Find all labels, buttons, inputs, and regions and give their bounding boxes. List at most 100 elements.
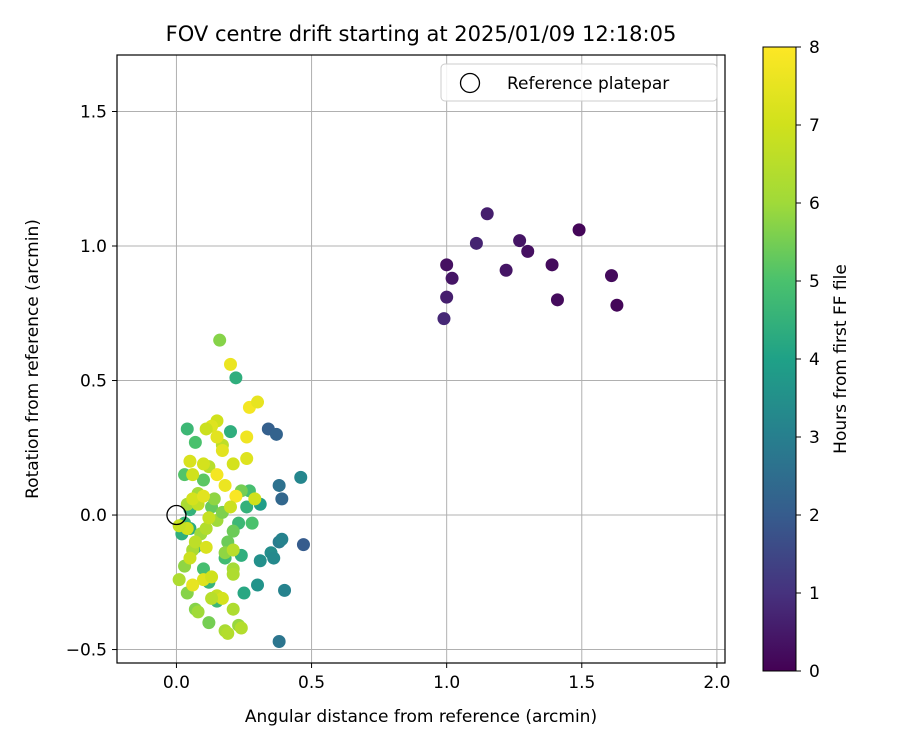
data-point (215, 591, 229, 605)
x-tick-label: 1.0 (433, 673, 460, 693)
x-axis-ticks: 0.0 0.5 1.0 1.5 2.0 (163, 663, 730, 693)
data-points (166, 207, 624, 648)
colorbar-label: Hours from first FF file (831, 264, 851, 454)
data-point (210, 468, 224, 482)
data-point (237, 586, 251, 600)
data-point (240, 500, 254, 514)
data-point (269, 427, 283, 441)
data-point (183, 551, 197, 565)
x-tick-label: 1.5 (568, 673, 595, 693)
colorbar-tick-label: 3 (809, 428, 820, 448)
data-point (440, 258, 454, 272)
y-tick-label: −0.5 (66, 641, 107, 661)
data-point (545, 258, 559, 272)
data-point (218, 478, 232, 492)
data-point (188, 535, 202, 549)
data-point (226, 567, 240, 581)
data-point (210, 430, 224, 444)
data-point (234, 621, 248, 635)
data-point (199, 540, 213, 554)
data-point (196, 562, 210, 576)
y-axis-label: Rotation from reference (arcmin) (23, 219, 43, 499)
data-point (253, 554, 267, 568)
data-point (240, 430, 254, 444)
data-point (499, 263, 513, 277)
data-point (469, 236, 483, 250)
data-point (275, 532, 289, 546)
data-point (229, 371, 243, 385)
data-point (513, 234, 527, 248)
data-point (521, 244, 535, 258)
x-axis-label: Angular distance from reference (arcmin) (245, 707, 597, 727)
data-point (229, 489, 243, 503)
data-point (294, 470, 308, 484)
data-point (186, 492, 200, 506)
colorbar-tick-label: 2 (809, 506, 820, 526)
colorbar-tick-label: 8 (809, 38, 820, 58)
colorbar-tick-label: 4 (809, 350, 820, 370)
data-point (213, 333, 227, 347)
legend-label: Reference platepar (507, 74, 669, 94)
data-point (605, 269, 619, 283)
colorbar-tick-label: 7 (809, 116, 820, 136)
y-tick-label: 0.0 (80, 506, 107, 526)
y-tick-label: 0.5 (80, 372, 107, 392)
data-point (226, 457, 240, 471)
data-point (550, 293, 564, 307)
data-point (278, 583, 292, 597)
data-point (202, 616, 216, 630)
legend-marker-circle-icon (459, 72, 481, 94)
data-point (196, 489, 210, 503)
legend-box (440, 63, 718, 102)
data-point (215, 443, 229, 457)
data-point (272, 478, 286, 492)
data-point (196, 473, 210, 487)
x-tick-label: 0.0 (163, 673, 190, 693)
data-point (267, 551, 281, 565)
data-point (186, 468, 200, 482)
data-point (205, 570, 219, 584)
data-point (223, 357, 237, 371)
data-point (251, 578, 265, 592)
chart-title: FOV centre drift starting at 2025/01/09 … (166, 22, 677, 46)
data-point (445, 271, 459, 285)
y-axis-ticks: −0.5 0.0 0.5 1.0 1.5 (66, 102, 117, 661)
data-point (296, 538, 310, 552)
data-point (186, 578, 200, 592)
data-point (437, 312, 451, 326)
data-point (196, 457, 210, 471)
y-tick-label: 1.5 (80, 102, 107, 122)
x-tick-label: 0.5 (298, 673, 325, 693)
data-point (172, 573, 186, 587)
y-tick-label: 1.0 (80, 237, 107, 257)
data-point (226, 602, 240, 616)
data-point (610, 298, 624, 312)
data-point (240, 452, 254, 466)
data-point (199, 521, 213, 535)
data-point (245, 516, 259, 530)
plot-frame (116, 54, 726, 664)
data-point (223, 500, 237, 514)
data-point (199, 422, 213, 436)
colorbar-ticks: 0 1 2 3 4 5 6 7 8 (796, 38, 820, 682)
legend: Reference platepar (440, 63, 718, 102)
colorbar-tick-label: 6 (809, 194, 820, 214)
data-point (480, 207, 494, 221)
data-point (275, 492, 289, 506)
colorbar-tick-label: 0 (809, 662, 820, 682)
data-point (202, 511, 216, 525)
data-point (572, 223, 586, 237)
data-point (188, 435, 202, 449)
data-point (440, 290, 454, 304)
data-point (191, 605, 205, 619)
colorbar-tick-label: 1 (809, 584, 820, 604)
data-point (205, 591, 219, 605)
reference-platepar-marker (166, 504, 187, 526)
colorbar-tick-label: 5 (809, 272, 820, 292)
data-point (226, 524, 240, 538)
data-point (183, 454, 197, 468)
x-tick-label: 2.0 (703, 673, 730, 693)
data-point (221, 626, 235, 640)
data-point (272, 634, 286, 648)
colorbar (762, 46, 797, 672)
